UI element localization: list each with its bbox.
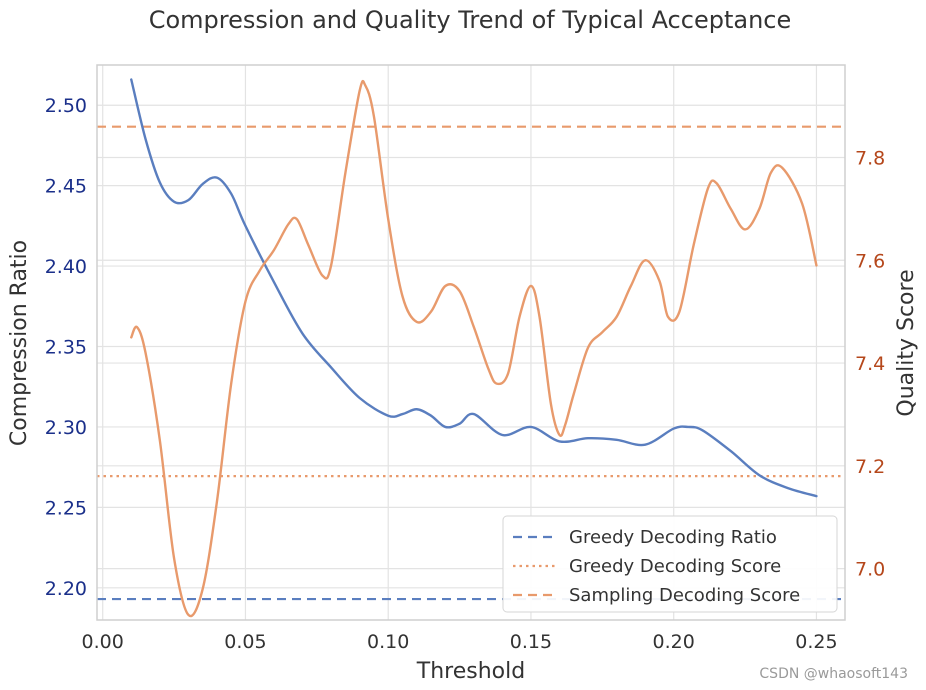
y-tick-label-left: 2.35 (45, 337, 87, 359)
grid (97, 65, 845, 620)
x-tick-label: 0.15 (510, 631, 552, 653)
y-tick-label-left: 2.30 (45, 417, 87, 439)
y-tick-label-right: 7.2 (855, 456, 885, 478)
quality-score-line (130, 79, 818, 618)
y-ticks-left: 2.20 2.25 2.30 2.35 2.40 2.45 2.50 (45, 95, 87, 600)
y-axis-label-left: Compression Ratio (7, 240, 32, 446)
x-axis-label: Threshold (416, 659, 525, 684)
y-tick-label-right: 7.8 (855, 148, 885, 170)
plot-frame (96, 64, 846, 621)
y-tick-label-right: 7.0 (855, 559, 885, 581)
legend-box (502, 515, 838, 613)
x-tick-label: 0.25 (795, 631, 837, 653)
x-tick-label: 0.20 (653, 631, 695, 653)
legend: Greedy Decoding Ratio Greedy Decoding Sco… (502, 515, 838, 613)
watermark: CSDN @whaosoft143 (759, 666, 908, 682)
y-ticks-right: 7.0 7.2 7.4 7.6 7.8 (855, 148, 885, 581)
compression-ratio-line (130, 78, 818, 498)
y-tick-label-left: 2.25 (45, 497, 87, 519)
chart-title: Compression and Quality Trend of Typical… (149, 6, 792, 34)
series-lines (130, 78, 818, 618)
x-tick-label: 0.00 (82, 631, 124, 653)
y-axis-label-right: Quality Score (894, 269, 919, 416)
y-tick-label-right: 7.4 (855, 353, 885, 375)
x-tick-label: 0.05 (224, 631, 266, 653)
legend-label: Greedy Decoding Ratio (569, 527, 777, 548)
legend-label: Sampling Decoding Score (569, 585, 800, 606)
y-tick-label-left: 2.50 (45, 95, 87, 117)
y-tick-label-left: 2.40 (45, 256, 87, 278)
y-tick-label-right: 7.6 (855, 250, 885, 272)
legend-label: Greedy Decoding Score (569, 556, 781, 577)
x-tick-label: 0.10 (367, 631, 409, 653)
x-ticks: 0.00 0.05 0.10 0.15 0.20 0.25 (82, 631, 838, 653)
y-tick-label-left: 2.20 (45, 578, 87, 600)
y-tick-label-left: 2.45 (45, 176, 87, 198)
